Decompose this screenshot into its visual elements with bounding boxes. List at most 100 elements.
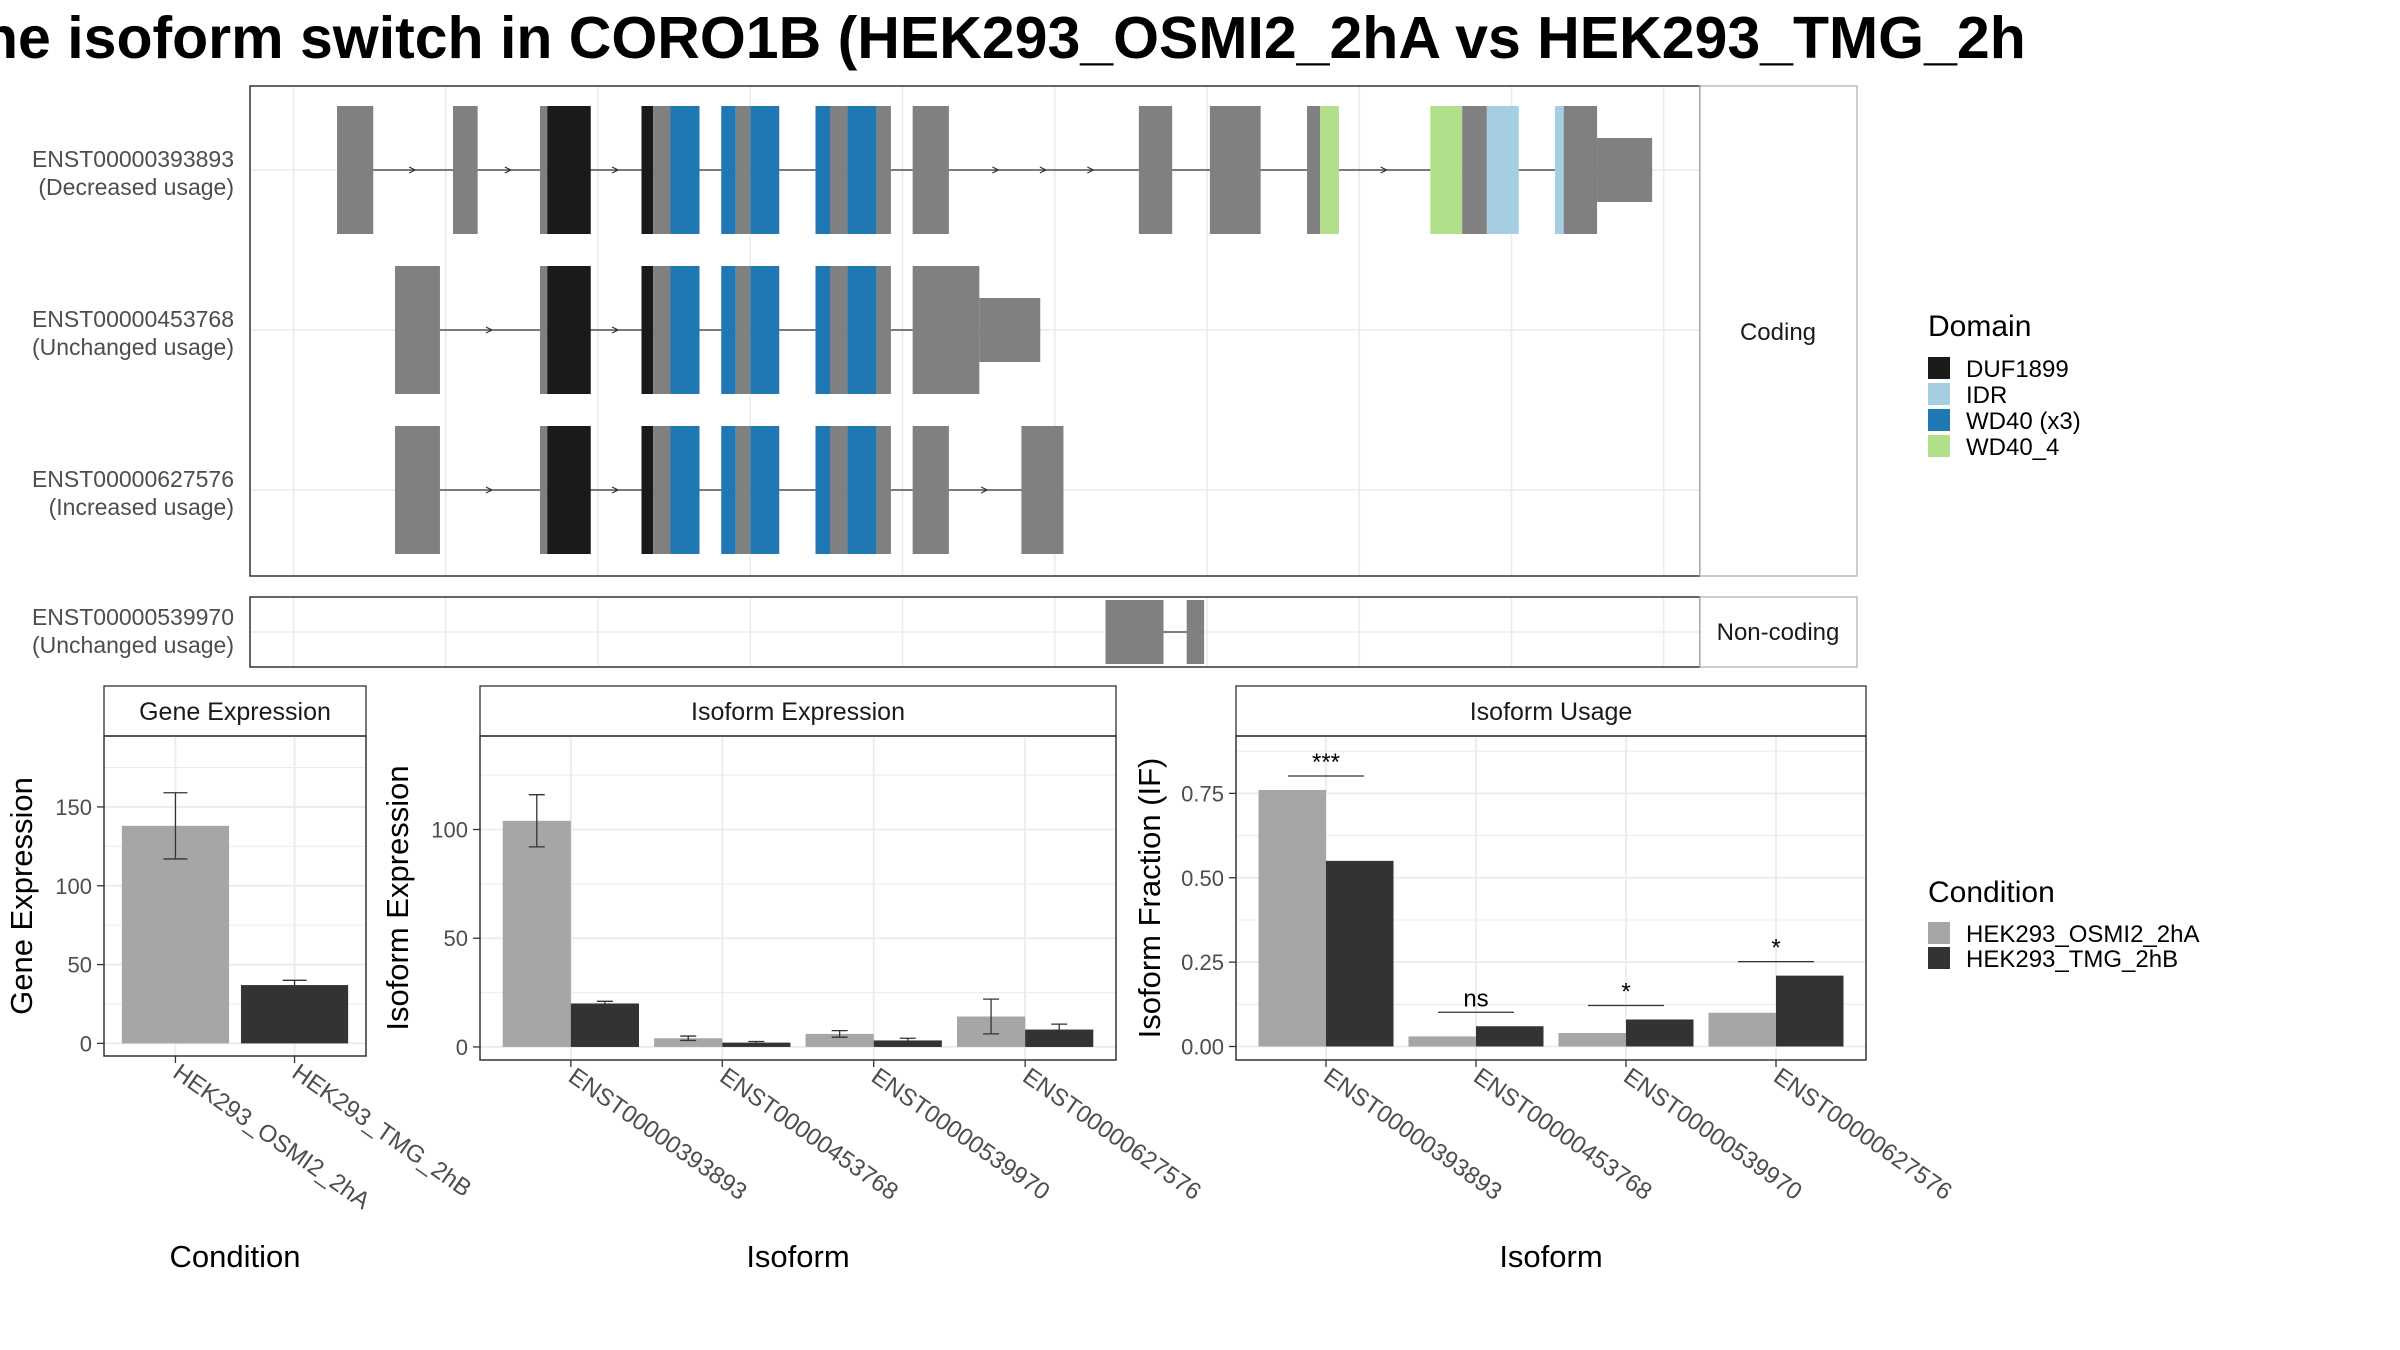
condition-legend-title: Condition bbox=[1928, 876, 2055, 909]
significance-label: *** bbox=[1312, 749, 1340, 776]
exon-utr bbox=[979, 298, 1041, 362]
exon-domain bbox=[721, 426, 736, 554]
exon-utr bbox=[395, 426, 440, 554]
noncoding-strip-label: Non-coding bbox=[1717, 619, 1840, 646]
legend-label: WD40_4 bbox=[1966, 434, 2059, 461]
exon-domain bbox=[670, 266, 700, 394]
exon-domain bbox=[547, 426, 591, 554]
significance-label: * bbox=[1771, 935, 1780, 962]
x-axis-title: Isoform bbox=[746, 1239, 849, 1274]
exon-utr bbox=[337, 106, 374, 234]
intron-arrow bbox=[611, 166, 620, 174]
isoform-usage-bars: *** ns * * bbox=[1258, 749, 1844, 1047]
transcript-label: ENST00000627576 bbox=[32, 466, 234, 492]
exon-domain bbox=[641, 106, 654, 234]
legend-label: IDR bbox=[1966, 382, 2007, 409]
legend-key-wd40-4 bbox=[1928, 435, 1950, 457]
intron-arrow bbox=[611, 326, 620, 334]
exon-utr bbox=[1307, 106, 1321, 234]
condition-legend: Condition HEK293_OSMI2_2hA HEK293_TMG_2h… bbox=[1928, 876, 2199, 973]
exon-domain bbox=[670, 426, 700, 554]
legend-key-wd40-x3 bbox=[1928, 409, 1950, 431]
coding-strip bbox=[1699, 85, 1858, 577]
transcript-label: ENST00000539970 bbox=[32, 604, 234, 630]
y-tick-label: 100 bbox=[55, 874, 92, 899]
domain-legend: Domain DUF1899 IDR WD40 (x3) WD40_4 bbox=[1928, 310, 2081, 461]
intron-arrow bbox=[980, 486, 989, 494]
exon-utr bbox=[653, 106, 671, 234]
y-tick-label: 0.50 bbox=[1181, 866, 1224, 891]
bar bbox=[805, 1033, 874, 1047]
significance-label: * bbox=[1621, 979, 1630, 1006]
noncoding-grid bbox=[250, 597, 1700, 667]
y-axis-title: Gene Expression bbox=[4, 777, 39, 1015]
exon-utr bbox=[735, 426, 751, 554]
isoform-expression-bars bbox=[502, 794, 1094, 1047]
intron-arrow bbox=[611, 486, 620, 494]
bar bbox=[1326, 860, 1394, 1047]
bar bbox=[570, 1003, 639, 1047]
legend-key-idr bbox=[1928, 383, 1950, 405]
bar bbox=[1408, 1036, 1476, 1047]
exon-utr bbox=[830, 426, 848, 554]
exon-utr bbox=[1563, 106, 1598, 234]
exon-utr bbox=[912, 426, 949, 554]
exon-utr bbox=[912, 106, 949, 234]
exon-utr bbox=[653, 426, 671, 554]
isoform-expression-chart: Isoform Expression 050100ENST00000393893… bbox=[380, 685, 1206, 1274]
structure-noncoding-panel: Non-coding ENST00000539970 (Unchanged us… bbox=[32, 596, 1858, 668]
intron-arrow bbox=[992, 166, 1000, 174]
legend-label: HEK293_OSMI2_2hA bbox=[1966, 921, 2199, 948]
legend-key-cond1 bbox=[1928, 922, 1950, 944]
intron-arrow bbox=[1380, 166, 1388, 174]
transcript-status: (Unchanged usage) bbox=[32, 632, 234, 658]
exon-domain bbox=[815, 426, 830, 554]
exon-domain bbox=[1555, 106, 1564, 234]
exon-utr bbox=[830, 266, 848, 394]
intron-arrow bbox=[408, 166, 417, 174]
bar bbox=[1558, 1033, 1626, 1047]
exon-utr bbox=[830, 106, 848, 234]
y-tick-label: 0.25 bbox=[1181, 950, 1224, 975]
legend-label: HEK293_TMG_2hB bbox=[1966, 946, 2178, 973]
transcript-status: (Unchanged usage) bbox=[32, 334, 234, 360]
exon-utr bbox=[1021, 426, 1064, 554]
exon-utr bbox=[876, 426, 891, 554]
exon-domain bbox=[641, 266, 654, 394]
exon-utr bbox=[876, 266, 891, 394]
intron-arrow bbox=[485, 486, 494, 494]
intron-arrow bbox=[1039, 166, 1048, 174]
panel-strip bbox=[1235, 685, 1867, 737]
coding-strip-label: Coding bbox=[1740, 319, 1816, 346]
exon-utr bbox=[1462, 106, 1487, 234]
bar bbox=[1776, 975, 1844, 1047]
y-tick-label: 50 bbox=[68, 953, 92, 978]
exon-domain bbox=[547, 106, 591, 234]
y-tick-label: 0 bbox=[80, 1031, 92, 1056]
y-tick-label: 50 bbox=[444, 926, 468, 951]
x-axis-title: Condition bbox=[170, 1239, 301, 1274]
exon-utr bbox=[540, 266, 548, 394]
bar bbox=[722, 1042, 791, 1047]
exon-utr bbox=[1138, 106, 1173, 234]
exon-utr bbox=[540, 426, 548, 554]
domain-legend-title: Domain bbox=[1928, 310, 2031, 343]
exon-domain bbox=[750, 426, 780, 554]
transcript-status: (Increased usage) bbox=[49, 494, 234, 520]
transcript-label: ENST00000453768 bbox=[32, 306, 234, 332]
exon-utr bbox=[1105, 600, 1164, 664]
exon-utr bbox=[395, 266, 440, 394]
bar bbox=[1258, 790, 1326, 1047]
exon-domain bbox=[641, 426, 654, 554]
exon-utr bbox=[653, 266, 671, 394]
figure-title: ne isoform switch in CORO1B (HEK293_OSMI… bbox=[0, 5, 2026, 71]
isoform-usage-chart: Isoform Usage ***ns ** 0.000.250.500.75EN… bbox=[1132, 685, 1957, 1274]
intron-arrow bbox=[1087, 166, 1095, 174]
exon-utr bbox=[540, 106, 548, 234]
exon-domain bbox=[1320, 106, 1339, 234]
exon-utr bbox=[1209, 106, 1261, 234]
intron-arrow bbox=[485, 326, 494, 334]
exon-utr bbox=[735, 106, 751, 234]
exon-utr bbox=[735, 266, 751, 394]
